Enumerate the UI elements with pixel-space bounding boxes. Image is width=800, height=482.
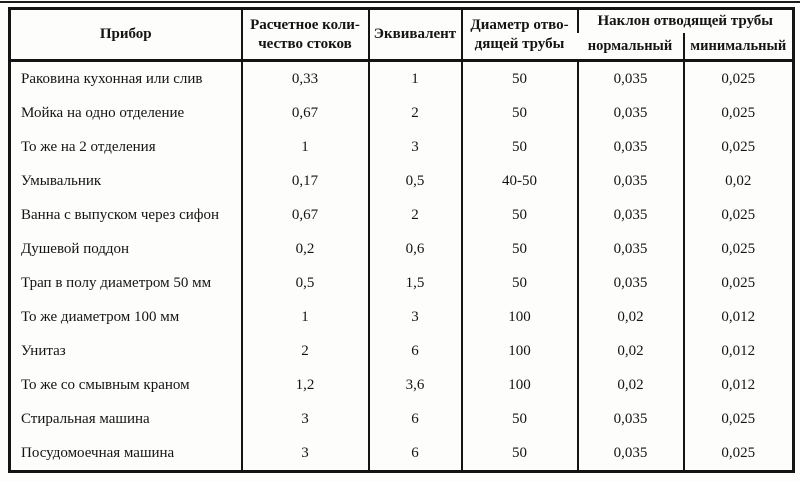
cell-slope-normal: 0,02 xyxy=(576,334,684,368)
page-top-rule xyxy=(0,1,800,3)
cell-slope-min: 0,025 xyxy=(682,266,794,300)
col-header-device: Прибор xyxy=(99,26,152,43)
cell-flow: 2 xyxy=(240,334,369,368)
cell-slope-normal: 0,035 xyxy=(576,266,684,300)
cell-equivalent: 3,6 xyxy=(367,368,462,402)
cell-slope-min: 0,025 xyxy=(682,130,794,164)
table-row: То же диаметром 100 мм 1 3 100 0,02 0,01… xyxy=(10,300,794,334)
cell-equivalent: 3 xyxy=(367,300,462,334)
cell-slope-min: 0,025 xyxy=(682,232,794,266)
col-header-flow: Расчетное коли- чество стоков xyxy=(240,8,369,61)
cell-equivalent: 1 xyxy=(367,60,462,96)
cell-diameter: 100 xyxy=(460,368,578,402)
cell-slope-min: 0,025 xyxy=(682,436,794,472)
cell-flow: 0,17 xyxy=(240,164,369,198)
cell-flow: 0,67 xyxy=(240,198,369,232)
table-row: Трап в полу диаметром 50 мм 0,5 1,5 50 0… xyxy=(10,266,794,300)
cell-device: То же на 2 отделения xyxy=(21,138,156,155)
cell-slope-min: 0,02 xyxy=(682,164,794,198)
col-header-slope-normal: нормальный xyxy=(587,37,673,54)
cell-slope-normal: 0,035 xyxy=(576,60,684,96)
cell-slope-normal: 0,035 xyxy=(576,232,684,266)
cell-flow: 3 xyxy=(240,402,369,436)
cell-diameter: 100 xyxy=(460,300,578,334)
cell-slope-min: 0,012 xyxy=(682,300,794,334)
col-header-equivalent: Эквивалент xyxy=(367,8,462,61)
col-header-slope: Наклон отводящей трубы xyxy=(576,8,794,33)
table-row: Раковина кухонная или слив 0,33 1 50 0,0… xyxy=(10,60,794,96)
cell-device: Душевой поддон xyxy=(21,240,130,257)
cell-flow: 0,2 xyxy=(240,232,369,266)
cell-slope-normal: 0,035 xyxy=(576,96,684,130)
table-body: Раковина кухонная или слив 0,33 1 50 0,0… xyxy=(10,60,794,472)
cell-slope-normal: 0,02 xyxy=(576,368,684,402)
cell-equivalent: 0,5 xyxy=(367,164,462,198)
cell-slope-normal: 0,035 xyxy=(576,164,684,198)
cell-flow: 0,33 xyxy=(240,60,369,96)
cell-diameter: 50 xyxy=(460,436,578,472)
cell-device: Посудомоечная машина xyxy=(21,444,175,461)
cell-equivalent: 6 xyxy=(367,402,462,436)
cell-device: Ванна с выпуском через сифон xyxy=(21,206,220,223)
table-row: То же со смывным краном 1,2 3,6 100 0,02… xyxy=(10,368,794,402)
cell-device: То же со смывным краном xyxy=(21,376,190,393)
cell-equivalent: 6 xyxy=(367,334,462,368)
fixtures-drainage-table: Прибор Расчетное коли- чество стоков Экв… xyxy=(8,7,796,473)
cell-diameter: 50 xyxy=(460,130,578,164)
cell-device: Умывальник xyxy=(21,172,102,189)
cell-slope-normal: 0,035 xyxy=(576,436,684,472)
col-header-diameter: Диаметр отво- дящей трубы xyxy=(460,8,578,61)
cell-diameter: 50 xyxy=(460,60,578,96)
cell-slope-min: 0,025 xyxy=(682,402,794,436)
cell-diameter: 100 xyxy=(460,334,578,368)
cell-device: Стиральная машина xyxy=(21,410,150,427)
table-row: То же на 2 отделения 1 3 50 0,035 0,025 xyxy=(10,130,794,164)
cell-slope-normal: 0,02 xyxy=(576,300,684,334)
cell-flow: 1 xyxy=(240,130,369,164)
table-row: Умывальник 0,17 0,5 40-50 0,035 0,02 xyxy=(10,164,794,198)
cell-device: Унитаз xyxy=(21,342,66,359)
cell-equivalent: 1,5 xyxy=(367,266,462,300)
cell-equivalent: 0,6 xyxy=(367,232,462,266)
cell-diameter: 40-50 xyxy=(460,164,578,198)
cell-equivalent: 2 xyxy=(367,198,462,232)
table-row: Мойка на одно отделение 0,67 2 50 0,035 … xyxy=(10,96,794,130)
cell-slope-normal: 0,035 xyxy=(576,402,684,436)
cell-device: Раковина кухонная или слив xyxy=(21,70,203,87)
cell-equivalent: 6 xyxy=(367,436,462,472)
cell-device: Трап в полу диаметром 50 мм xyxy=(21,274,212,291)
table-row: Посудомоечная машина 3 6 50 0,035 0,025 xyxy=(10,436,794,472)
cell-slope-min: 0,025 xyxy=(682,198,794,232)
cell-slope-min: 0,025 xyxy=(682,96,794,130)
table-row: Унитаз 2 6 100 0,02 0,012 xyxy=(10,334,794,368)
col-header-slope-min: минимальный xyxy=(682,33,794,61)
cell-diameter: 50 xyxy=(460,402,578,436)
cell-slope-normal: 0,035 xyxy=(576,130,684,164)
cell-device: То же диаметром 100 мм xyxy=(21,308,180,325)
table-row: Душевой поддон 0,2 0,6 50 0,035 0,025 xyxy=(10,232,794,266)
cell-device: Мойка на одно отделение xyxy=(21,104,185,121)
cell-equivalent: 2 xyxy=(367,96,462,130)
cell-flow: 1,2 xyxy=(240,368,369,402)
table-header: Прибор Расчетное коли- чество стоков Экв… xyxy=(9,8,794,61)
cell-flow: 0,67 xyxy=(240,96,369,130)
cell-diameter: 50 xyxy=(460,266,578,300)
table-row: Стиральная машина 3 6 50 0,035 0,025 xyxy=(10,402,794,436)
cell-flow: 3 xyxy=(240,436,369,472)
cell-equivalent: 3 xyxy=(367,130,462,164)
cell-flow: 0,5 xyxy=(240,266,369,300)
cell-slope-min: 0,012 xyxy=(682,368,794,402)
cell-slope-min: 0,025 xyxy=(682,60,794,96)
cell-diameter: 50 xyxy=(460,232,578,266)
cell-diameter: 50 xyxy=(460,96,578,130)
cell-flow: 1 xyxy=(240,300,369,334)
table-row: Ванна с выпуском через сифон 0,67 2 50 0… xyxy=(10,198,794,232)
cell-slope-min: 0,012 xyxy=(682,334,794,368)
cell-slope-normal: 0,035 xyxy=(576,198,684,232)
cell-diameter: 50 xyxy=(460,198,578,232)
